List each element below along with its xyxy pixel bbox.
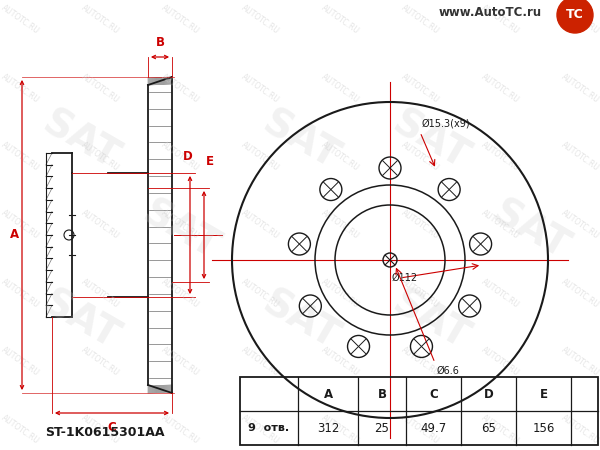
Text: B: B	[377, 387, 386, 400]
Text: 49.7: 49.7	[421, 422, 446, 435]
Text: AUTOTC.RU: AUTOTC.RU	[479, 4, 521, 36]
Text: AUTOTC.RU: AUTOTC.RU	[79, 140, 121, 173]
Text: AUTOTC.RU: AUTOTC.RU	[239, 277, 281, 310]
Text: AUTOTC.RU: AUTOTC.RU	[400, 72, 440, 104]
Text: E: E	[206, 155, 214, 168]
Text: AUTOTC.RU: AUTOTC.RU	[479, 140, 521, 173]
Text: AUTOTC.RU: AUTOTC.RU	[400, 277, 440, 310]
Text: AUTOTC.RU: AUTOTC.RU	[79, 4, 121, 36]
Text: AUTOTC.RU: AUTOTC.RU	[479, 209, 521, 241]
Text: Ø112: Ø112	[392, 273, 418, 283]
Text: AUTOTC.RU: AUTOTC.RU	[0, 277, 41, 310]
Text: AUTOTC.RU: AUTOTC.RU	[479, 277, 521, 310]
Text: AUTOTC.RU: AUTOTC.RU	[319, 72, 361, 104]
Text: AUTOTC.RU: AUTOTC.RU	[400, 346, 440, 378]
Text: C: C	[107, 421, 116, 434]
Bar	[240, 377, 598, 445]
Text: AUTOTC.RU: AUTOTC.RU	[319, 4, 361, 36]
Text: AUTOTC.RU: AUTOTC.RU	[160, 72, 200, 104]
Text: D: D	[484, 387, 493, 400]
Text: 312: 312	[317, 422, 339, 435]
Text: AUTOTC.RU: AUTOTC.RU	[559, 277, 600, 310]
Text: AUTOTC.RU: AUTOTC.RU	[0, 140, 41, 173]
Text: AUTOTC.RU: AUTOTC.RU	[559, 140, 600, 173]
Text: AUTOTC.RU: AUTOTC.RU	[400, 414, 440, 446]
Text: AUTOTC.RU: AUTOTC.RU	[160, 140, 200, 173]
Text: A: A	[323, 387, 332, 400]
Text: 9  отв.: 9 отв.	[248, 423, 290, 433]
Text: Ø6.6: Ø6.6	[437, 366, 460, 376]
Text: 65: 65	[481, 422, 496, 435]
Text: E: E	[539, 387, 548, 400]
Text: AUTOTC.RU: AUTOTC.RU	[400, 140, 440, 173]
Text: AUTOTC.RU: AUTOTC.RU	[239, 414, 281, 446]
Text: AUTOTC.RU: AUTOTC.RU	[319, 346, 361, 378]
Text: AUTOTC.RU: AUTOTC.RU	[559, 72, 600, 104]
Text: AUTOTC.RU: AUTOTC.RU	[479, 414, 521, 446]
Text: AUTOTC.RU: AUTOTC.RU	[79, 346, 121, 378]
Text: SAT: SAT	[35, 283, 125, 357]
Text: AUTOTC.RU: AUTOTC.RU	[239, 209, 281, 241]
Text: AUTOTC.RU: AUTOTC.RU	[239, 72, 281, 104]
Text: AUTOTC.RU: AUTOTC.RU	[0, 346, 41, 378]
Text: AUTOTC.RU: AUTOTC.RU	[160, 414, 200, 446]
Text: C: C	[429, 387, 438, 400]
Text: AUTOTC.RU: AUTOTC.RU	[0, 414, 41, 446]
Text: AUTOTC.RU: AUTOTC.RU	[239, 140, 281, 173]
Text: 156: 156	[532, 422, 554, 435]
Text: A: A	[10, 229, 19, 242]
Text: SAT: SAT	[255, 103, 345, 177]
Text: AUTOTC.RU: AUTOTC.RU	[239, 346, 281, 378]
Text: AUTOTC.RU: AUTOTC.RU	[559, 4, 600, 36]
Text: B: B	[155, 36, 164, 49]
Text: TC: TC	[566, 9, 584, 22]
Text: AUTOTC.RU: AUTOTC.RU	[79, 414, 121, 446]
Text: AUTOTC.RU: AUTOTC.RU	[559, 414, 600, 446]
Text: AUTOTC.RU: AUTOTC.RU	[559, 209, 600, 241]
Text: AUTOTC.RU: AUTOTC.RU	[160, 346, 200, 378]
Text: AUTOTC.RU: AUTOTC.RU	[79, 72, 121, 104]
Text: AUTOTC.RU: AUTOTC.RU	[319, 414, 361, 446]
Text: SAT: SAT	[35, 103, 125, 177]
Text: Ø15.3(x9): Ø15.3(x9)	[422, 119, 470, 129]
Text: AUTOTC.RU: AUTOTC.RU	[160, 277, 200, 310]
Text: SAT: SAT	[255, 283, 345, 357]
Text: AUTOTC.RU: AUTOTC.RU	[479, 72, 521, 104]
Text: AUTOTC.RU: AUTOTC.RU	[79, 277, 121, 310]
Text: D: D	[183, 150, 193, 163]
Text: AUTOTC.RU: AUTOTC.RU	[160, 209, 200, 241]
Text: AUTOTC.RU: AUTOTC.RU	[400, 4, 440, 36]
Circle shape	[557, 0, 593, 33]
Text: SAT: SAT	[135, 193, 225, 267]
Text: AUTOTC.RU: AUTOTC.RU	[319, 140, 361, 173]
Text: AUTOTC.RU: AUTOTC.RU	[0, 4, 41, 36]
Text: SAT: SAT	[485, 193, 575, 267]
Text: AUTOTC.RU: AUTOTC.RU	[479, 346, 521, 378]
Text: AUTOTC.RU: AUTOTC.RU	[160, 4, 200, 36]
Text: AUTOTC.RU: AUTOTC.RU	[79, 209, 121, 241]
Text: SAT: SAT	[385, 103, 475, 177]
Text: SAT: SAT	[385, 283, 475, 357]
Text: www.AutoTC.ru: www.AutoTC.ru	[439, 5, 542, 18]
Text: AUTOTC.RU: AUTOTC.RU	[319, 209, 361, 241]
Text: AUTOTC.RU: AUTOTC.RU	[0, 209, 41, 241]
Text: 25: 25	[374, 422, 389, 435]
Text: AUTOTC.RU: AUTOTC.RU	[0, 72, 41, 104]
Text: ST-1K0615301AA: ST-1K0615301AA	[45, 426, 165, 438]
Text: AUTOTC.RU: AUTOTC.RU	[400, 209, 440, 241]
Text: AUTOTC.RU: AUTOTC.RU	[319, 277, 361, 310]
Text: AUTOTC.RU: AUTOTC.RU	[239, 4, 281, 36]
Text: AUTOTC.RU: AUTOTC.RU	[559, 346, 600, 378]
